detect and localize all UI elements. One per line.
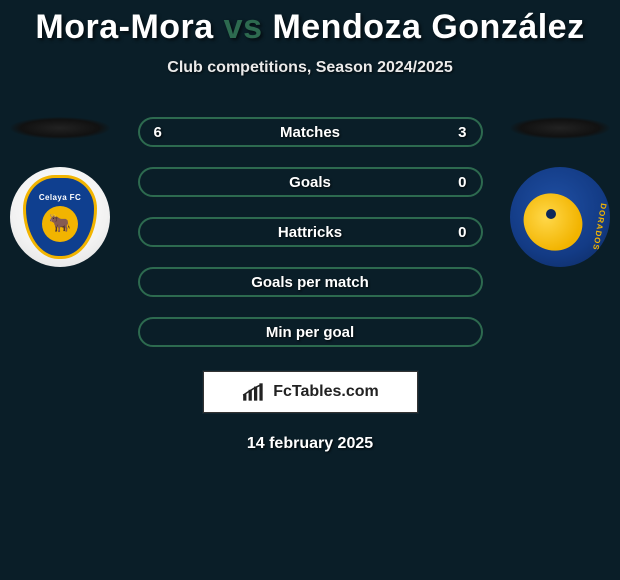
left-club-badge: Celaya FC 🐂	[10, 167, 110, 267]
subtitle: Club competitions, Season 2024/2025	[0, 59, 620, 77]
right-club-badge: DORADOS	[510, 167, 610, 267]
stat-label: Goals per match	[140, 274, 481, 291]
fish-eye-icon	[546, 209, 556, 219]
fish-icon	[519, 188, 586, 255]
celaya-badge-text: Celaya FC	[39, 193, 81, 202]
stat-label: Min per goal	[140, 324, 481, 341]
stat-row-hattricks: Hattricks 0	[138, 217, 483, 247]
right-player-column: DORADOS	[510, 117, 610, 267]
dorados-badge-inner: DORADOS	[510, 167, 610, 267]
celaya-shield-icon: Celaya FC 🐂	[23, 175, 97, 259]
footer-date: 14 february 2025	[0, 435, 620, 453]
bar-chart-icon	[241, 381, 267, 403]
stat-label: Hattricks	[140, 224, 481, 241]
player1-name: Mora-Mora	[35, 8, 213, 46]
stat-row-min-per-goal: Min per goal	[138, 317, 483, 347]
stat-row-matches: 6 Matches 3	[138, 117, 483, 147]
stat-label: Matches	[140, 124, 481, 141]
stats-area: Celaya FC 🐂 DORADOS 6 Matches 3 Goals 0	[0, 117, 620, 453]
brand-text: FcTables.com	[273, 383, 379, 401]
stat-rows: 6 Matches 3 Goals 0 Hattricks 0 Goals pe…	[138, 117, 483, 347]
stat-label: Goals	[140, 174, 481, 191]
brand-box[interactable]: FcTables.com	[203, 371, 418, 413]
stat-row-goals: Goals 0	[138, 167, 483, 197]
bull-icon: 🐂	[42, 206, 78, 242]
left-player-column: Celaya FC 🐂	[10, 117, 110, 267]
player-silhouette-shadow	[10, 117, 110, 139]
stat-row-goals-per-match: Goals per match	[138, 267, 483, 297]
player-silhouette-shadow	[510, 117, 610, 139]
player2-name: Mendoza González	[272, 8, 584, 46]
vs-text: vs	[224, 8, 263, 46]
page-title: Mora-Mora vs Mendoza González	[0, 0, 620, 47]
dorados-badge-text: DORADOS	[591, 203, 608, 252]
